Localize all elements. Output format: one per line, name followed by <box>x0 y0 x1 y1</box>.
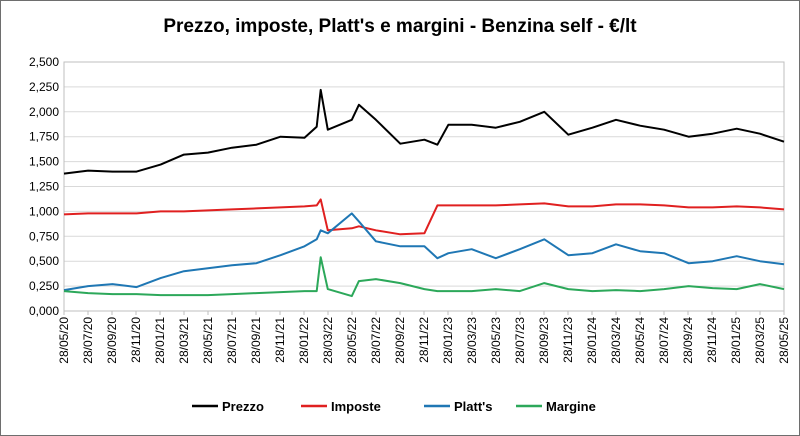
y-axis-ticks: 0,000 0,250 0,500 0,750 1,000 1,250 1,500 1,750… <box>29 55 59 318</box>
legend: Prezzo Imposte Platt's Margine <box>192 399 596 414</box>
y-tick-label: 1,750 <box>29 130 59 144</box>
x-tick-label: 28/07/24 <box>657 317 671 364</box>
x-tick-label: 28/11/21 <box>273 317 287 363</box>
x-tick-label: 28/01/21 <box>153 317 167 364</box>
x-tick-label: 28/03/24 <box>609 317 623 364</box>
x-tick-label: 28/09/21 <box>249 317 263 364</box>
x-tick-label: 28/11/22 <box>417 317 431 363</box>
series-line-platt-s <box>63 212 785 292</box>
y-tick-label: 0,500 <box>29 254 59 268</box>
x-tick-label: 28/05/22 <box>345 317 359 364</box>
x-tick-label: 28/07/23 <box>513 317 527 364</box>
x-tick-label: 28/09/20 <box>105 317 119 364</box>
y-tick-label: 1,500 <box>29 155 59 169</box>
y-tick-label: 2,000 <box>29 105 59 119</box>
y-tick-label: 0,250 <box>29 279 59 293</box>
x-tick-label: 28/05/25 <box>777 317 791 364</box>
x-tick-label: 28/01/22 <box>297 317 311 364</box>
x-tick-label: 28/05/20 <box>57 317 71 364</box>
x-tick-label: 28/03/23 <box>465 317 479 364</box>
y-tick-label: 2,500 <box>29 55 59 69</box>
x-tick-label: 28/09/23 <box>537 317 551 364</box>
y-tick-label: 2,250 <box>29 80 59 94</box>
y-tick-label: 0,750 <box>29 229 59 243</box>
x-tick-label: 28/07/21 <box>225 317 239 364</box>
legend-label: Margine <box>546 399 596 414</box>
gridlines <box>64 61 784 312</box>
x-axis-ticks: 28/05/20 28/07/20 28/09/20 28/11/20 28/01/21… <box>57 311 791 364</box>
x-tick-label: 28/03/21 <box>177 317 191 364</box>
x-tick-label: 28/07/22 <box>369 317 383 364</box>
chart-title: Prezzo, imposte, Platt's e margini - Ben… <box>163 16 637 37</box>
x-tick-label: 28/01/23 <box>441 317 455 364</box>
x-tick-label: 28/03/22 <box>321 317 335 364</box>
legend-label: Imposte <box>331 399 381 414</box>
series-lines <box>63 88 785 298</box>
series-line-margine <box>63 256 785 298</box>
legend-label: Prezzo <box>222 399 264 414</box>
x-tick-label: 28/05/23 <box>489 317 503 364</box>
x-tick-label: 28/05/21 <box>201 317 215 364</box>
x-tick-label: 28/09/24 <box>681 317 695 364</box>
x-tick-label: 28/05/24 <box>633 317 647 364</box>
y-tick-label: 1,250 <box>29 180 59 194</box>
x-tick-label: 28/11/20 <box>129 317 143 363</box>
x-tick-label: 28/01/24 <box>585 317 599 364</box>
x-tick-label: 28/01/25 <box>729 317 743 364</box>
series-line-prezzo <box>63 88 785 175</box>
x-tick-label: 28/11/24 <box>705 317 719 363</box>
y-tick-label: 0,000 <box>29 304 59 318</box>
legend-label: Platt's <box>454 399 493 414</box>
series-line-imposte <box>63 198 785 236</box>
y-tick-label: 1,000 <box>29 204 59 218</box>
x-tick-label: 28/03/25 <box>753 317 767 364</box>
x-tick-label: 28/09/22 <box>393 317 407 364</box>
x-tick-label: 28/07/20 <box>81 317 95 364</box>
x-tick-label: 28/11/23 <box>561 317 575 363</box>
